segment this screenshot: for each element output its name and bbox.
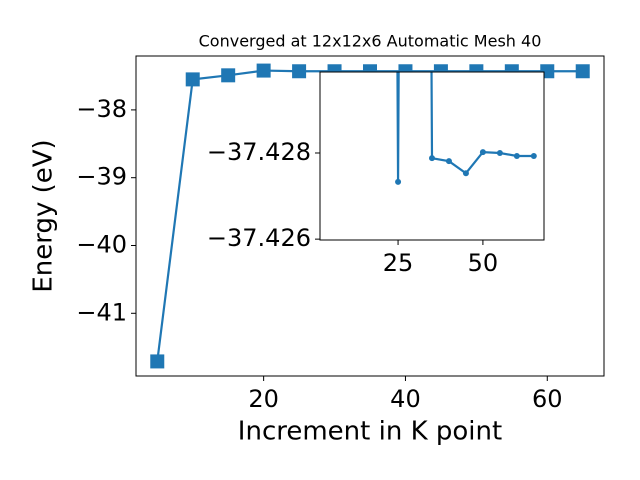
- x-tick-label: 40: [390, 385, 421, 413]
- plot-content: [395, 72, 537, 185]
- data-point: [575, 64, 590, 79]
- data-line: [396, 72, 534, 182]
- y-tick-label: −39: [76, 163, 127, 191]
- y-axis-label: Energy (eV): [29, 139, 59, 292]
- data-point: [513, 153, 520, 159]
- x-tick-label: 50: [468, 249, 499, 277]
- chart-title: Converged at 12x12x6 Automatic Mesh 40: [199, 32, 542, 51]
- data-point: [185, 72, 200, 87]
- data-point: [221, 68, 236, 83]
- y-tick-label: −37.428: [207, 138, 311, 166]
- data-point: [292, 64, 307, 79]
- axes-frame: [135, 55, 605, 377]
- x-tick-label: 25: [383, 249, 414, 277]
- y-tick-label: −41: [76, 298, 127, 326]
- data-point: [395, 178, 402, 185]
- data-point: [479, 149, 486, 156]
- x-tick-label: 20: [248, 385, 279, 413]
- data-point: [150, 354, 165, 369]
- axes-frame: [319, 71, 545, 241]
- data-point: [445, 158, 452, 165]
- y-tick-label: −38: [76, 95, 127, 123]
- x-tick-label: 60: [532, 385, 563, 413]
- x-axis-label: Increment in K point: [238, 417, 502, 447]
- data-point: [256, 63, 271, 78]
- data-point: [496, 149, 503, 156]
- data-point: [462, 170, 469, 177]
- data-point: [530, 153, 537, 159]
- y-tick-label: −40: [76, 230, 127, 258]
- y-tick-label: −37.426: [207, 224, 311, 252]
- data-point: [429, 155, 435, 162]
